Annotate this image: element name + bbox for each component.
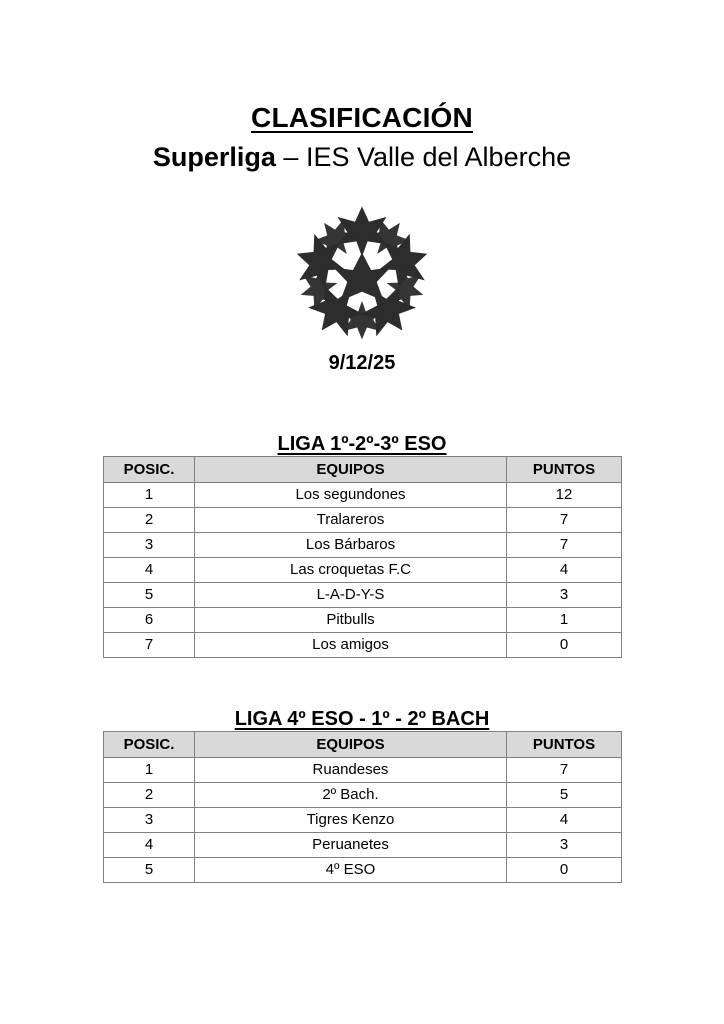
cell-team: 2º Bach. (194, 782, 507, 808)
section-heading-liga-1: LIGA 1º-2º-3º ESO (0, 433, 724, 456)
cell-points: 0 (506, 632, 622, 658)
column-header-points: PUNTOS (506, 456, 622, 483)
cell-position: 7 (103, 632, 195, 658)
cell-position: 3 (103, 807, 195, 833)
cell-team: Los segundones (194, 482, 507, 508)
cell-position: 3 (103, 532, 195, 558)
cell-points: 7 (506, 532, 622, 558)
cell-position: 5 (103, 582, 195, 608)
table-row: 4 Las croquetas F.C 4 (103, 557, 622, 583)
column-header-teams: EQUIPOS (194, 456, 507, 483)
cell-points: 5 (506, 782, 622, 808)
page-title-text: CLASIFICACIÓN (251, 101, 473, 133)
page-subtitle-school: – IES Valle del Alberche (275, 142, 572, 172)
table-row: 1 Los segundones 12 (103, 482, 622, 508)
cell-points: 3 (506, 832, 622, 858)
cell-points: 12 (506, 482, 622, 508)
column-header-points: PUNTOS (506, 731, 622, 758)
table-row: 5 L-A-D-Y-S 3 (103, 582, 622, 608)
cell-position: 6 (103, 607, 195, 633)
cell-position: 2 (103, 507, 195, 533)
cell-points: 4 (506, 807, 622, 833)
table-row: 3 Los Bárbaros 7 (103, 532, 622, 558)
cell-team: Los amigos (194, 632, 507, 658)
standings-table-liga-1: POSIC. EQUIPOS PUNTOS 1 Los segundones 1… (103, 456, 622, 658)
champions-league-starball-icon (290, 205, 434, 345)
cell-team: Pitbulls (194, 607, 507, 633)
cell-team: Peruanetes (194, 832, 507, 858)
table-row: 3 Tigres Kenzo 4 (103, 807, 622, 833)
cell-points: 0 (506, 857, 622, 883)
standings-table-liga-2: POSIC. EQUIPOS PUNTOS 1 Ruandeses 7 2 2º… (103, 731, 622, 883)
table-row: 1 Ruandeses 7 (103, 757, 622, 783)
page-subtitle: Superliga – IES Valle del Alberche (0, 142, 724, 173)
cell-points: 1 (506, 607, 622, 633)
cell-points: 7 (506, 757, 622, 783)
table-row: 7 Los amigos 0 (103, 632, 622, 658)
date-label: 9/12/25 (328, 352, 396, 374)
cell-team: Ruandeses (194, 757, 507, 783)
cell-position: 4 (103, 832, 195, 858)
cell-points: 4 (506, 557, 622, 583)
section-heading-liga-1-text: LIGA 1º-2º-3º ESO (277, 432, 447, 455)
cell-team: 4º ESO (194, 857, 507, 883)
cell-team: L-A-D-Y-S (194, 582, 507, 608)
section-heading-liga-2-text: LIGA 4º ESO - 1º - 2º BACH (234, 707, 490, 730)
table-header-row: POSIC. EQUIPOS PUNTOS (103, 731, 622, 758)
table-row: 6 Pitbulls 1 (103, 607, 622, 633)
cell-team: Tigres Kenzo (194, 807, 507, 833)
cell-team: Tralareros (194, 507, 507, 533)
cell-position: 4 (103, 557, 195, 583)
cell-position: 1 (103, 482, 195, 508)
column-header-position: POSIC. (103, 456, 195, 483)
page-subtitle-league: Superliga (152, 142, 276, 172)
cell-points: 7 (506, 507, 622, 533)
cell-team: Los Bárbaros (194, 532, 507, 558)
section-heading-liga-2: LIGA 4º ESO - 1º - 2º BACH (0, 708, 724, 731)
table-row: 2 2º Bach. 5 (103, 782, 622, 808)
table-row: 5 4º ESO 0 (103, 857, 622, 883)
cell-position: 1 (103, 757, 195, 783)
column-header-position: POSIC. (103, 731, 195, 758)
page-title: CLASIFICACIÓN (0, 101, 724, 134)
cell-position: 2 (103, 782, 195, 808)
cell-position: 5 (103, 857, 195, 883)
table-row: 4 Peruanetes 3 (103, 832, 622, 858)
table-header-row: POSIC. EQUIPOS PUNTOS (103, 456, 622, 483)
cell-points: 3 (506, 582, 622, 608)
cell-team: Las croquetas F.C (194, 557, 507, 583)
column-header-teams: EQUIPOS (194, 731, 507, 758)
table-row: 2 Tralareros 7 (103, 507, 622, 533)
